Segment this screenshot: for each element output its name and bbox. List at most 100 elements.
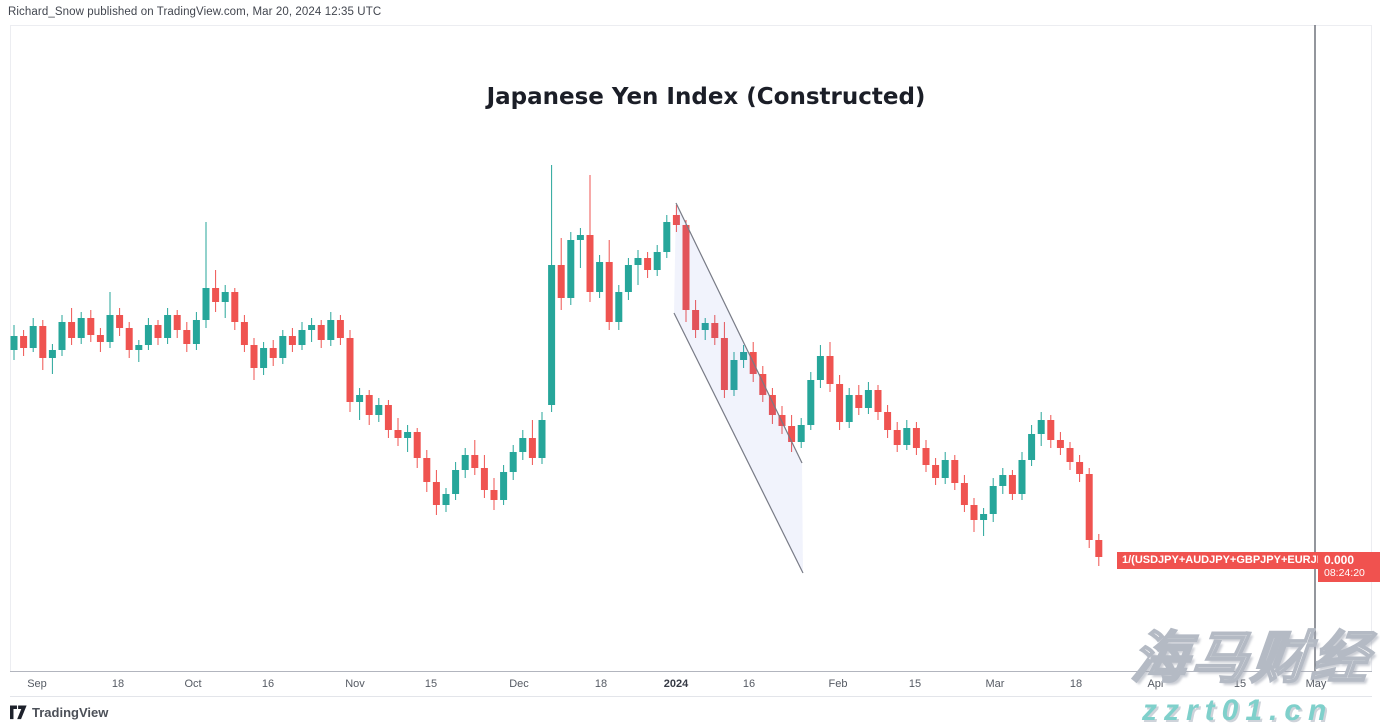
candle	[250, 345, 258, 368]
last-price-value: 0.000	[1324, 553, 1355, 567]
candle	[826, 356, 834, 384]
candle	[308, 325, 316, 330]
candle	[413, 432, 421, 458]
candle	[903, 428, 911, 445]
candle	[10, 336, 18, 350]
candle	[836, 384, 844, 422]
candle	[442, 494, 450, 505]
candle	[29, 326, 37, 348]
time-tick-18: 18	[594, 678, 608, 690]
candle	[528, 438, 536, 458]
candle	[1047, 420, 1055, 440]
candle	[317, 325, 325, 340]
candle	[999, 475, 1007, 486]
time-tick-may: May	[1305, 678, 1327, 690]
candle	[922, 448, 930, 465]
candle	[1018, 460, 1026, 494]
tradingview-brand-text: TradingView	[32, 705, 109, 720]
candle	[356, 395, 364, 402]
candle	[663, 222, 671, 252]
candle	[711, 323, 719, 338]
candle	[77, 318, 85, 338]
candle	[1056, 440, 1064, 448]
candle	[164, 315, 172, 338]
tradingview-logo-icon	[10, 705, 27, 720]
candle	[480, 468, 488, 490]
time-tick-18: 18	[1069, 678, 1083, 690]
candle	[1037, 420, 1045, 434]
candle	[116, 315, 124, 328]
time-tick-feb: Feb	[828, 678, 848, 690]
time-axis[interactable]: Sep 18 Oct 16 Nov 15 Dec 18 2024 16 Feb 15 Mar 18 Apr 1…	[10, 671, 1372, 697]
candle	[490, 490, 498, 500]
last-price-label: 0.000 08:24:20	[1318, 552, 1380, 582]
candle	[864, 390, 872, 408]
candle	[183, 330, 191, 344]
candle	[586, 235, 594, 292]
candle	[231, 292, 239, 322]
watermark-url: zzrt01.cn	[1142, 694, 1334, 727]
symbol-formula-label: 1/(USDJPY+AUDJPY+GBPJPY+EURJPY)/4	[1117, 552, 1350, 569]
candle	[452, 470, 460, 494]
candle	[346, 338, 354, 402]
candle	[538, 420, 546, 458]
candle	[624, 265, 632, 292]
candle	[58, 322, 66, 350]
candle	[173, 315, 181, 330]
candle	[970, 505, 978, 520]
bar-countdown: 08:24:20	[1324, 567, 1365, 579]
time-tick-dec: Dec	[509, 678, 529, 690]
candle	[1008, 475, 1016, 494]
candle	[653, 252, 661, 270]
candle	[615, 292, 623, 322]
candle	[692, 310, 700, 330]
candle	[394, 430, 402, 438]
candle	[519, 438, 527, 452]
candle	[548, 265, 556, 405]
candle	[375, 405, 383, 415]
candle	[192, 320, 200, 344]
channel-lower-line[interactable]	[673, 312, 804, 574]
time-tick-sep: Sep	[27, 678, 47, 690]
tradingview-logo-link[interactable]: TradingView	[10, 705, 108, 720]
candle	[106, 315, 114, 342]
candle	[384, 405, 392, 430]
candle	[740, 352, 748, 360]
watermark-cjk: 海马财经	[1128, 625, 1377, 690]
candle	[221, 292, 229, 302]
candle	[701, 323, 709, 330]
candle	[912, 428, 920, 448]
candle	[951, 460, 959, 483]
time-tick-16: 16	[742, 678, 756, 690]
candle	[288, 336, 296, 345]
candle	[557, 265, 565, 298]
channel-upper-line[interactable]	[675, 202, 803, 464]
candle	[87, 318, 95, 335]
candle	[144, 325, 152, 345]
time-tick-16: 16	[261, 678, 275, 690]
candle	[68, 322, 76, 338]
candle	[423, 458, 431, 482]
channel-fill[interactable]	[674, 203, 803, 573]
candle	[461, 455, 469, 470]
candle	[298, 330, 306, 345]
time-tick-18: 18	[111, 678, 125, 690]
candle	[471, 455, 479, 468]
candle	[1028, 434, 1036, 460]
candle	[980, 514, 988, 520]
candle	[567, 240, 575, 298]
candle	[816, 356, 824, 380]
candle	[768, 395, 776, 415]
candle	[240, 322, 248, 345]
candle	[855, 395, 863, 408]
candle	[212, 288, 220, 302]
time-tick-15: 15	[908, 678, 922, 690]
candle	[125, 328, 133, 350]
candle	[20, 336, 28, 348]
candle	[932, 465, 940, 478]
candle	[884, 412, 892, 430]
candle	[365, 395, 373, 415]
candles	[10, 165, 1103, 566]
time-tick-nov: Nov	[345, 678, 365, 690]
